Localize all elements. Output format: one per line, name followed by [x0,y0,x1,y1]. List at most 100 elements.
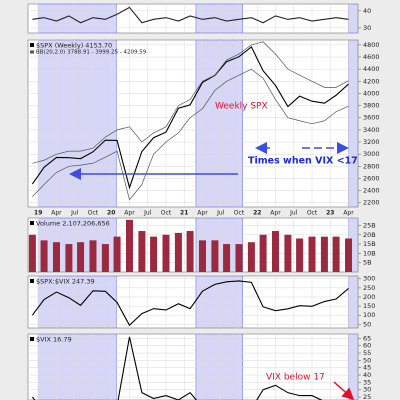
bar [235,244,243,272]
title-icon [30,279,34,283]
y-tick-label: 2400 [363,187,380,195]
y-tick-label: 25 [363,393,371,400]
y-tick-label: 5B [363,259,372,267]
bar [211,240,219,272]
arrow [333,381,355,400]
bar [125,219,133,272]
bar [284,234,292,272]
bar [40,240,48,272]
bar [162,234,170,272]
y-tick-label: 35 [363,378,371,386]
y-tick-label: 60 [363,342,371,350]
annotation: VIX below 17 [266,373,325,383]
x-tick-label: Jul [70,210,79,217]
y-tick-label: 300 [363,275,375,283]
highlight-span [195,276,243,328]
bar [296,238,304,272]
y-tick-label: 2800 [363,162,380,170]
x-tick-label: Apr [270,210,281,217]
y-tick-label: 3200 [363,138,380,146]
y-tick-label: 200 [363,293,375,301]
series-line [32,6,349,24]
title-icon [30,221,34,225]
y-tick-label: 40 [363,371,371,379]
y-tick-label: 3600 [363,114,380,122]
y-tick-label: 2600 [363,174,380,182]
series-line [32,41,349,164]
x-tick-label: Oct [307,210,318,217]
panel-title: $SPX:$VIX 247.39 [36,278,95,286]
panel-title: $VIX 16.79 [36,336,72,344]
highlight-span [348,334,358,400]
bar [259,234,267,272]
highlight-span [195,40,243,207]
annotation: Weekly SPX [215,102,268,112]
bar [308,236,316,272]
y-tick-label: 50 [363,356,371,364]
y-tick-label: 10B [363,249,376,257]
x-tick-label: Jul [143,210,152,217]
panel-title: Volume 2,107,206,656 [36,220,110,228]
y-tick-label: 55 [363,349,371,357]
x-tick-label: 20 [107,210,115,217]
panel-subtitle: BB(20,2.0) 3788.91 - 3999.25 - 4209.59 [36,50,147,56]
x-tick-label: Oct [234,210,245,217]
x-tick-label: 23 [326,210,334,217]
y-tick-label: 250 [363,284,375,292]
x-tick-label: Apr [197,210,208,217]
x-tick-label: Oct [88,210,99,217]
annotation: Times when VIX <17 [248,156,358,167]
bar [150,236,158,272]
bar [65,244,73,272]
panel-title: $SPX (Weekly) 4153.70 [36,42,112,50]
bar [247,242,255,272]
y-tick-label: 30 [363,386,371,394]
bar [186,231,194,272]
highlight-span [348,276,358,328]
y-tick-label: 4400 [363,65,380,73]
y-tick-label: 2200 [363,199,380,207]
highlight-span [348,4,358,33]
title-icon [30,43,34,47]
x-tick-label: 22 [253,210,261,217]
bar [28,234,36,272]
y-tick-label: 3800 [363,102,380,110]
y-tick-label: 3000 [363,150,380,158]
bar [345,238,353,272]
x-tick-label: Jul [216,210,225,217]
highlight-span [37,40,117,207]
bar [101,244,109,272]
bar [52,242,60,272]
y-tick-label: 15B [363,240,376,248]
x-tick-label: Apr [124,210,135,217]
series-line [32,68,349,201]
bar [113,236,121,272]
x-tick-label: Apr [343,210,354,217]
y-tick-label: 4200 [363,77,380,85]
y-tick-label: 4800 [363,41,380,49]
highlight-span [37,334,117,400]
bar [272,231,279,272]
y-tick-label: 50 [363,320,371,328]
x-tick-label: 21 [180,210,188,217]
bar [89,240,97,272]
y-tick-label: 30 [363,24,371,32]
series-line [31,336,323,400]
y-tick-label: 65 [363,334,371,342]
y-tick-label: 25B [363,221,376,229]
highlight-span [195,334,243,400]
x-tick-label: Oct [161,210,172,217]
y-tick-label: 4600 [363,53,380,61]
bar [138,231,146,272]
y-tick-label: 40 [363,7,371,15]
bar [198,240,206,272]
y-tick-label: 100 [363,311,375,319]
x-tick-label: 19 [34,210,42,217]
x-tick-label: Apr [51,210,62,217]
annotations: Weekly SPX Times when VIX <17 VIX below … [69,102,358,400]
y-tick-label: 20B [363,231,376,239]
y-tick-label: 150 [363,302,375,310]
title-icon [30,337,34,341]
y-tick-label: 45 [363,364,371,372]
